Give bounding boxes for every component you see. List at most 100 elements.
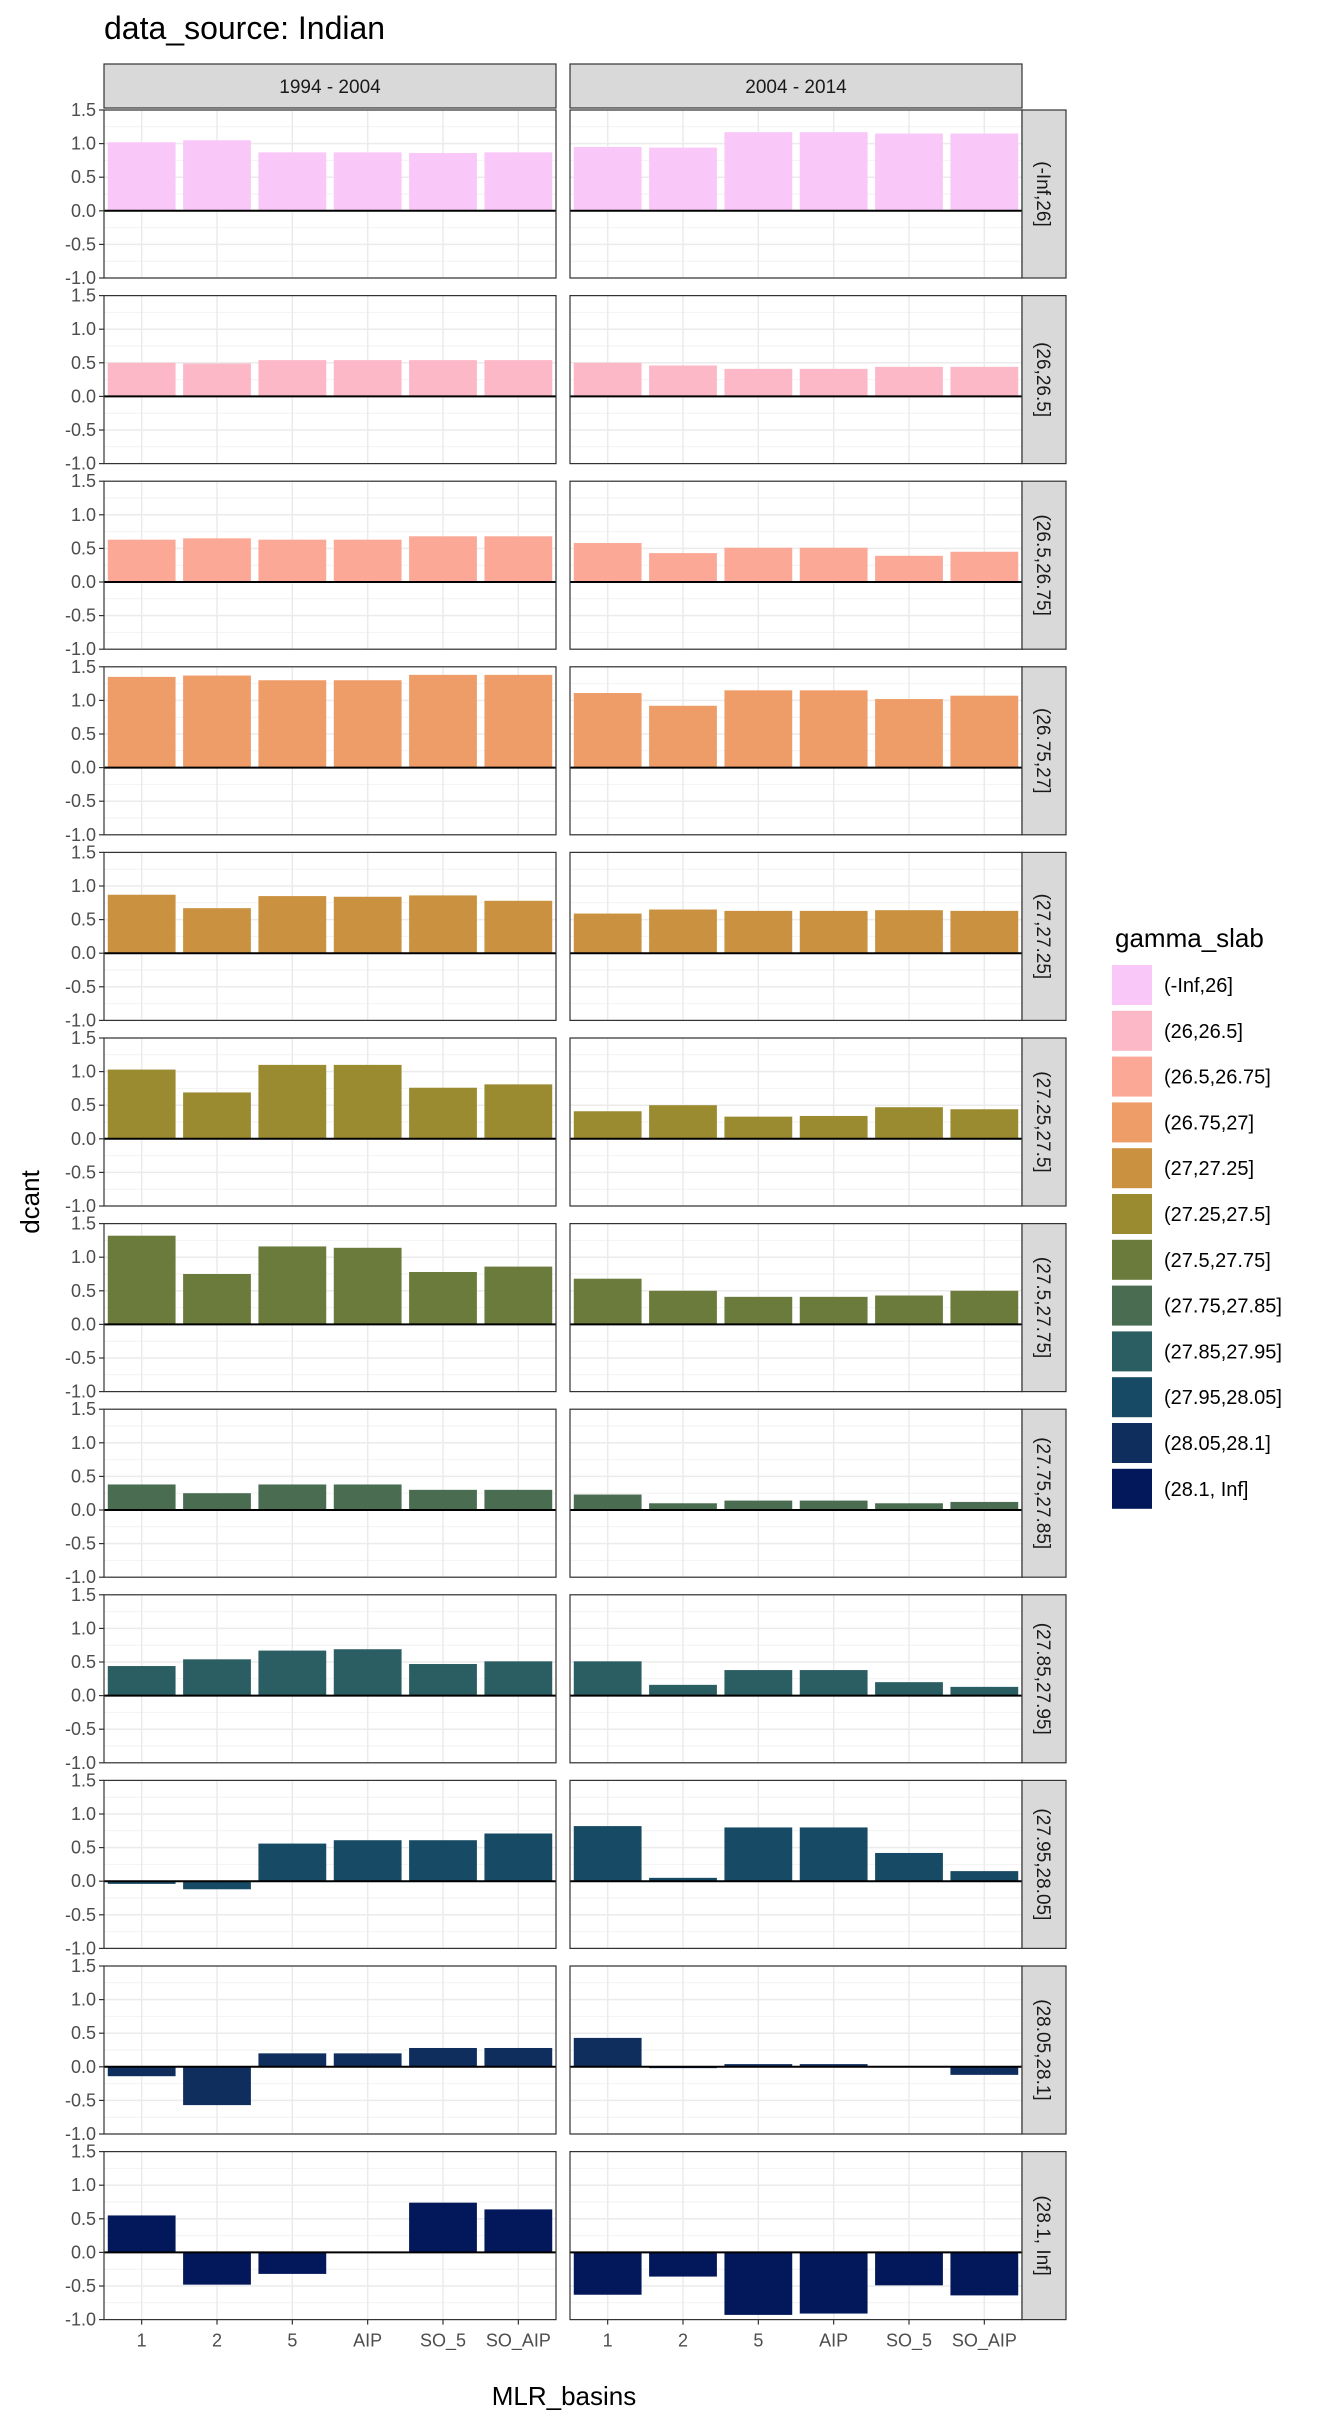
- column-strip: [569, 63, 1023, 109]
- y-tick-label: 1.0: [71, 1247, 96, 1267]
- column-strip-label: 2004 - 2014: [745, 77, 847, 98]
- x-tick-label: SO_5: [886, 2331, 932, 2352]
- y-tick-label: -1.0: [65, 1567, 96, 1587]
- bar: [573, 1278, 642, 1325]
- bar: [950, 2252, 1019, 2296]
- bar: [799, 1500, 868, 1510]
- y-tick-label: -0.5: [65, 2090, 96, 2110]
- bar: [258, 1246, 327, 1325]
- y-tick-label: 0.0: [71, 1686, 96, 1706]
- y-tick-label: 1.0: [71, 319, 96, 339]
- bar: [409, 1489, 477, 1510]
- bar: [183, 1274, 251, 1325]
- y-tick-label: -0.5: [65, 977, 96, 997]
- legend-key: [1112, 1377, 1152, 1418]
- bar: [950, 551, 1019, 582]
- row-strip: [1021, 1408, 1067, 1578]
- bar: [107, 894, 176, 954]
- row-strip-label: (-Inf,26]: [1032, 161, 1053, 226]
- bar: [724, 910, 793, 954]
- bar: [724, 2252, 793, 2315]
- y-tick-label: 1.5: [71, 1028, 96, 1048]
- bar: [573, 362, 642, 397]
- bar: [183, 675, 251, 768]
- y-tick-label: 0.5: [71, 1281, 96, 1301]
- y-tick-label: 1.0: [71, 505, 96, 525]
- y-tick-label: 0.5: [71, 1466, 96, 1486]
- bar: [875, 555, 943, 582]
- panel-border: [103, 2151, 557, 2321]
- row-strip: [1021, 109, 1067, 279]
- bar: [107, 1069, 176, 1139]
- bar: [258, 1843, 327, 1882]
- y-tick-label: 0.0: [71, 1500, 96, 1520]
- bar: [950, 1109, 1019, 1139]
- row-strip: [1021, 1594, 1067, 1764]
- y-tick-label: 0.5: [71, 1838, 96, 1858]
- bar: [258, 360, 327, 397]
- legend-label: (27,27.25]: [1164, 1158, 1254, 1180]
- panel-border: [103, 1408, 557, 1578]
- y-tick-label: 1.0: [71, 1990, 96, 2010]
- x-tick-label: 1: [603, 2331, 613, 2351]
- bar: [333, 1840, 402, 1882]
- bar: [950, 1686, 1019, 1696]
- y-tick-label: -0.5: [65, 1719, 96, 1739]
- y-tick-label: -0.5: [65, 1348, 96, 1368]
- bar: [258, 1650, 327, 1696]
- bar: [107, 1484, 176, 1510]
- y-tick-label: 1.0: [71, 876, 96, 896]
- bar: [484, 1833, 553, 1882]
- bar: [107, 2215, 176, 2253]
- legend-label: (27.75,27.85]: [1164, 1296, 1282, 1318]
- bar: [484, 900, 553, 954]
- row-strip: [1021, 851, 1067, 1022]
- bar: [875, 1852, 943, 1882]
- bar: [333, 1484, 402, 1510]
- bar: [484, 1084, 553, 1139]
- bar: [484, 1489, 553, 1510]
- y-tick-label: 1.5: [71, 842, 96, 862]
- row-strip-label: (26.5,26.75]: [1032, 514, 1053, 615]
- bar: [107, 142, 176, 211]
- bar: [258, 2252, 327, 2274]
- y-tick-label: 1.5: [71, 286, 96, 306]
- row-strip: [1021, 2151, 1067, 2321]
- panel-border: [103, 1594, 557, 1764]
- bar: [724, 132, 793, 211]
- bar: [875, 1682, 943, 1696]
- bar: [799, 1296, 868, 1325]
- bar: [875, 910, 943, 954]
- bar: [875, 699, 943, 768]
- bar: [649, 1290, 717, 1325]
- panel-border: [103, 1222, 557, 1393]
- y-tick-label: 0.5: [71, 2209, 96, 2229]
- legend: gamma_slab (-Inf,26] (26,26.5] (26.5,26.75…: [1112, 923, 1282, 1509]
- x-tick-label: 2: [678, 2331, 688, 2351]
- legend-label: (27.5,27.75]: [1164, 1250, 1271, 1272]
- bar: [484, 2047, 553, 2067]
- panel-border: [103, 109, 557, 279]
- y-tick-label: 0.0: [71, 1871, 96, 1891]
- bar: [649, 909, 717, 954]
- bar: [183, 2066, 251, 2106]
- bar: [183, 363, 251, 397]
- bar: [107, 676, 176, 768]
- legend-key: [1112, 1331, 1152, 1372]
- legend-key: [1112, 1194, 1152, 1234]
- bar: [258, 2053, 327, 2067]
- column-strip: [103, 63, 557, 109]
- bar: [799, 1115, 868, 1139]
- y-tick-label: -1.0: [65, 2124, 96, 2144]
- bar: [409, 2202, 477, 2253]
- y-tick-label: 0.0: [71, 943, 96, 963]
- bar: [409, 536, 477, 582]
- x-tick-label: 5: [753, 2331, 763, 2351]
- bar: [573, 2252, 642, 2295]
- bar: [258, 1064, 327, 1139]
- y-tick-label: -0.5: [65, 606, 96, 626]
- bar: [799, 132, 868, 211]
- x-tick-label: AIP: [819, 2331, 848, 2351]
- y-tick-label: 1.5: [71, 1399, 96, 1419]
